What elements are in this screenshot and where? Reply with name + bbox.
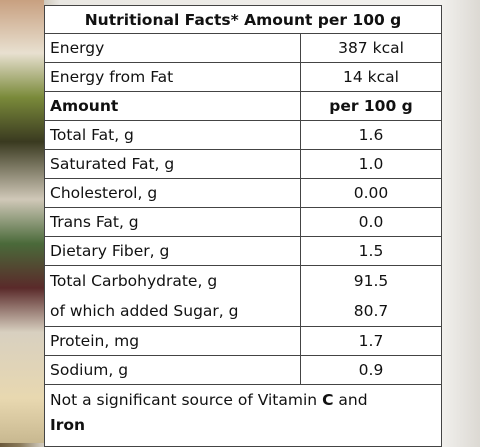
label-cell: Total Carbohydrate, g (44, 265, 301, 296)
value-cell: 0.9 (300, 355, 442, 385)
label-cell: Protein, mg (44, 326, 301, 356)
label-cell: Energy (44, 33, 301, 63)
value-cell: 387 kcal (300, 33, 442, 63)
label-cell: Trans Fat, g (44, 207, 301, 237)
title-row: Nutritional Facts* Amount per 100 g (44, 5, 442, 34)
footer-text: Not a significant source of Vitamin (50, 391, 318, 409)
row: Saturated Fat, g 1.0 (44, 149, 442, 179)
value-cell: 1.5 (300, 236, 442, 266)
value-cell: 1.7 (300, 326, 442, 356)
background-photo (0, 0, 44, 443)
row: of which added Sugar, g 80.7 (44, 296, 442, 327)
label-cell: Saturated Fat, g (44, 149, 301, 179)
label-cell: Total Fat, g (44, 120, 301, 150)
footer-bold: C (322, 391, 334, 409)
row: Cholesterol, g 0.00 (44, 178, 442, 208)
row: Total Fat, g 1.6 (44, 120, 442, 150)
row: Dietary Fiber, g 1.5 (44, 236, 442, 266)
row: Amount per 100 g (44, 91, 442, 121)
value-cell: 91.5 (300, 265, 442, 296)
row: Sodium, g 0.9 (44, 355, 442, 385)
value-cell: 1.0 (300, 149, 442, 179)
value-cell: 0.00 (300, 178, 442, 208)
footer: Not a significant source of Vitamin C an… (44, 384, 442, 447)
label-cell: of which added Sugar, g (44, 296, 301, 327)
row: Energy from Fat 14 kcal (44, 62, 442, 92)
label-cell: Dietary Fiber, g (44, 236, 301, 266)
label-cell: Cholesterol, g (44, 178, 301, 208)
footer-row: Not a significant source of Vitamin C an… (44, 384, 442, 447)
row: Total Carbohydrate, g 91.5 (44, 265, 442, 296)
nutrition-table: Nutritional Facts* Amount per 100 g Ener… (44, 5, 442, 447)
label-cell: Amount (44, 91, 301, 121)
footer-text: and (338, 391, 368, 409)
label-cell: Sodium, g (44, 355, 301, 385)
value-cell: 14 kcal (300, 62, 442, 92)
value-cell: per 100 g (300, 91, 442, 121)
value-cell: 1.6 (300, 120, 442, 150)
title: Nutritional Facts* Amount per 100 g (44, 5, 442, 34)
row: Trans Fat, g 0.0 (44, 207, 442, 237)
row: Energy 387 kcal (44, 33, 442, 63)
value-cell: 0.0 (300, 207, 442, 237)
value-cell: 80.7 (300, 296, 442, 327)
footer-bold: Iron (50, 416, 86, 434)
row: Protein, mg 1.7 (44, 326, 442, 356)
label-cell: Energy from Fat (44, 62, 301, 92)
